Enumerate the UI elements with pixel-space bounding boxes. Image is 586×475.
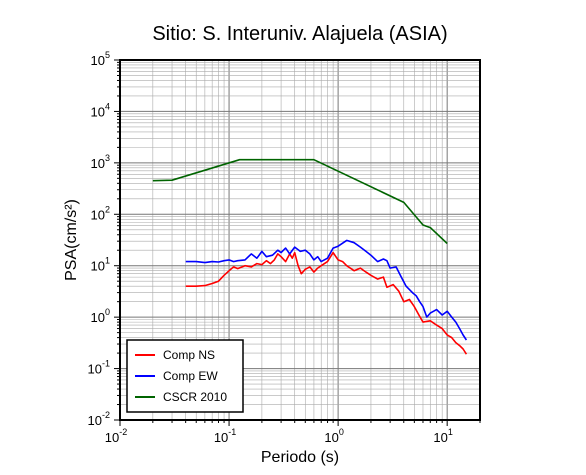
legend-label: CSCR 2010 bbox=[163, 390, 227, 404]
y-tick-label: 103 bbox=[91, 153, 110, 171]
y-axis-label: PSA(cm/s²) bbox=[63, 199, 80, 281]
x-tick-label: 10-2 bbox=[105, 427, 127, 445]
y-tick-label: 100 bbox=[91, 307, 110, 325]
y-tick-label: 104 bbox=[91, 101, 110, 119]
x-tick-label: 10-1 bbox=[214, 427, 236, 445]
y-tick-label: 10-2 bbox=[88, 410, 110, 428]
x-tick-label: 100 bbox=[324, 427, 343, 445]
series-layer bbox=[152, 158, 468, 355]
y-tick-label: 102 bbox=[91, 204, 110, 222]
series-line-cscr-2010 bbox=[152, 158, 448, 245]
x-tick-labels: 10-2 10-1 100 101 bbox=[105, 427, 453, 445]
y-tick-label: 10-1 bbox=[88, 359, 110, 377]
plot-frame bbox=[119, 59, 481, 421]
legend-label: Comp NS bbox=[163, 348, 215, 362]
chart-title: Sitio: S. Interuniv. Alajuela (ASIA) bbox=[152, 23, 447, 45]
series-line-comp-ns bbox=[185, 251, 468, 355]
series-line-comp-ew bbox=[185, 239, 468, 341]
ticks bbox=[114, 59, 481, 426]
y-tick-label: 101 bbox=[91, 256, 110, 274]
legend-label: Comp EW bbox=[163, 369, 218, 383]
y-tick-labels: 10-2 10-1 100 101 102 103 104 105 bbox=[88, 50, 110, 428]
x-tick-label: 101 bbox=[433, 427, 452, 445]
legend: Comp NS Comp EW CSCR 2010 bbox=[126, 339, 244, 413]
y-tick-label: 105 bbox=[91, 50, 110, 68]
grid bbox=[119, 59, 481, 421]
x-axis-label: Periodo (s) bbox=[261, 449, 339, 466]
